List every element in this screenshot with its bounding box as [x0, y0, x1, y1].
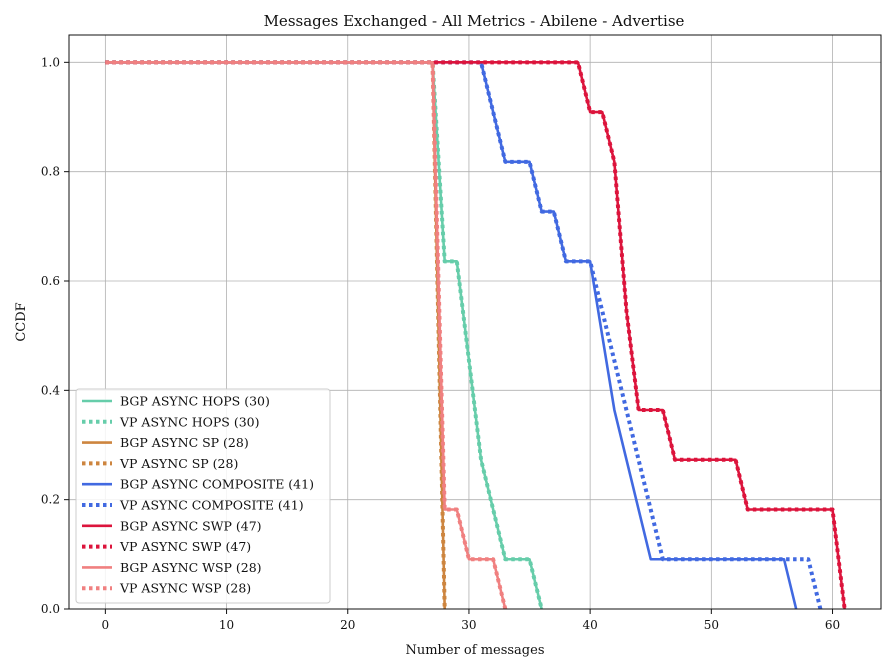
legend-label-bgp-async-sp-28: BGP ASYNC SP (28) — [120, 435, 249, 450]
x-tick-label: 20 — [340, 618, 355, 632]
y-tick-label: 0.6 — [41, 274, 60, 288]
series-line-vp-async-wsp-28 — [105, 60, 508, 610]
x-axis-label: Number of messages — [405, 643, 544, 658]
x-tick-label: 30 — [461, 618, 476, 632]
legend-label-bgp-async-wsp-28: BGP ASYNC WSP (28) — [120, 560, 262, 575]
plot-area-frame — [68, 34, 882, 610]
legend-label-vp-async-sp-28: VP ASYNC SP (28) — [119, 456, 238, 471]
series-line-vp-async-composite-41 — [105, 60, 823, 610]
legend: BGP ASYNC HOPS (30) VP ASYNC HOPS (30) BGP… — [75, 388, 331, 604]
y-tick-label: 1.0 — [41, 55, 60, 69]
series-line-vp-async-swp-47 — [105, 60, 847, 610]
legend-label-bgp-async-swp-47: BGP ASYNC SWP (47) — [120, 518, 262, 533]
y-axis-ticks: 0.0 0.2 0.4 0.6 0.8 1.0 — [41, 55, 69, 616]
y-tick-label: 0.2 — [41, 493, 60, 507]
chart-title: Messages Exchanged - All Metrics - Abile… — [264, 12, 685, 30]
x-tick-label: 60 — [825, 618, 840, 632]
series-lines — [105, 60, 847, 610]
x-tick-label: 40 — [582, 618, 597, 632]
series-line-vp-async-hops-30 — [105, 60, 544, 610]
y-tick-label: 0.4 — [41, 383, 60, 397]
legend-label-vp-async-swp-47: VP ASYNC SWP (47) — [119, 539, 251, 554]
legend-label-bgp-async-composite-41: BGP ASYNC COMPOSITE (41) — [120, 477, 314, 492]
x-tick-label: 50 — [704, 618, 719, 632]
y-tick-label: 0.0 — [41, 602, 60, 616]
x-tick-label: 10 — [219, 618, 234, 632]
legend-label-vp-async-wsp-28: VP ASYNC WSP (28) — [119, 581, 251, 596]
legend-label-vp-async-hops-30: VP ASYNC HOPS (30) — [119, 414, 259, 429]
legend-label-vp-async-composite-41: VP ASYNC COMPOSITE (41) — [119, 498, 304, 513]
x-tick-label: 0 — [102, 618, 110, 632]
legend-box — [75, 388, 331, 604]
y-tick-label: 0.8 — [41, 165, 60, 179]
x-axis-ticks: 0 10 20 30 40 50 60 — [102, 609, 840, 632]
legend-label-bgp-async-hops-30: BGP ASYNC HOPS (30) — [120, 394, 270, 409]
y-axis-label: CCDF — [14, 302, 29, 341]
